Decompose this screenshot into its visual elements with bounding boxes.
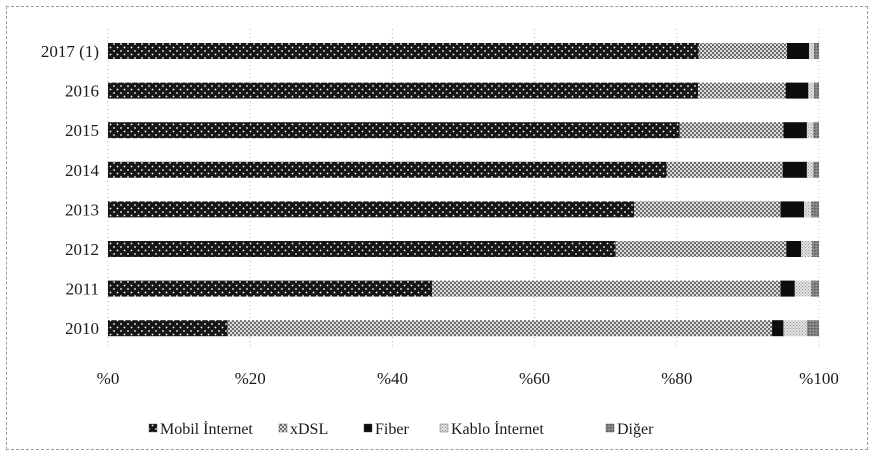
bar-2017-1-diger (814, 43, 819, 59)
legend-swatch-diger (606, 424, 614, 432)
bar-2015-xdsl (680, 122, 784, 138)
bar-2016-xdsl (698, 83, 785, 99)
bar-2014-kablo-internet (807, 162, 813, 178)
bar-2013-diger (811, 201, 819, 217)
category-label-2012: 2012 (65, 240, 99, 259)
legend-label-kablo-internet: Kablo İnternet (451, 420, 544, 438)
bar-2011-xdsl (432, 281, 780, 297)
legend-swatch-mobil-internet (149, 424, 157, 432)
bar-2013-kablo-internet (804, 201, 811, 217)
bar-2016-diger (814, 83, 819, 99)
category-label-2010: 2010 (65, 319, 99, 338)
bar-2017-1-xdsl (699, 43, 787, 59)
bar-2017-1-kablo-internet (809, 43, 814, 59)
category-label-2011: 2011 (66, 280, 99, 299)
legend-label-diger: Diğer (617, 421, 654, 438)
bar-2011-diger (811, 281, 819, 297)
bar-2010-kablo-internet (783, 320, 806, 336)
legend-label-fiber: Fiber (375, 421, 409, 438)
bar-2012-diger (812, 241, 819, 257)
bar-2015-kablo-internet (807, 122, 813, 138)
category-labels: 2017 (1) 2016 2015 2014 2013 2012 2011 2010 (41, 42, 100, 338)
legend-swatch-kablo-internet (440, 424, 448, 432)
category-label-2017-1: 2017 (1) (41, 42, 99, 61)
bar-2014-xdsl (667, 162, 783, 178)
bars-layer (108, 43, 819, 336)
category-label-2013: 2013 (65, 200, 99, 219)
bar-2010-xdsl (227, 320, 772, 336)
x-axis-ticks: %0 %20 %40 %60 %80 %100 (97, 369, 839, 388)
bar-2016-kablo-internet (808, 83, 814, 99)
bar-2013-mobil-internet (108, 201, 634, 217)
x-tick-40: %40 (377, 369, 408, 388)
bar-2016-fiber (786, 83, 809, 99)
grid-layer (108, 29, 819, 347)
bar-2014-fiber (783, 162, 807, 178)
x-tick-60: %60 (519, 369, 550, 388)
legend-label-xdsl: xDSL (290, 421, 328, 438)
bar-2012-fiber (786, 241, 801, 257)
category-label-2016: 2016 (65, 82, 99, 101)
bar-2017-1-mobil-internet (108, 43, 699, 59)
bar-2017-1-fiber (787, 43, 809, 59)
bar-2010-mobil-internet (108, 320, 227, 336)
bar-2011-mobil-internet (108, 281, 432, 297)
bar-2011-kablo-internet (795, 281, 811, 297)
legend-swatch-xdsl (279, 424, 287, 432)
stacked-bar-chart: 2017 (1) 2016 2015 2014 2013 2012 2011 2010 %0%… (7, 7, 869, 451)
legend-swatch-fiber (364, 424, 372, 432)
category-label-2015: 2015 (65, 121, 99, 140)
bar-2010-diger (807, 320, 819, 336)
legend: Mobil İnternet xDSL Fiber Kablo İnternet Diğ… (149, 420, 654, 438)
bar-2010-fiber (772, 320, 783, 336)
bar-2014-diger (813, 162, 819, 178)
x-tick-80: %80 (661, 369, 692, 388)
category-label-2014: 2014 (65, 161, 100, 180)
bar-2012-kablo-internet (801, 241, 812, 257)
bar-2013-fiber (781, 201, 804, 217)
x-tick-100: %100 (799, 369, 839, 388)
bar-2012-mobil-internet (108, 241, 616, 257)
bar-2015-mobil-internet (108, 122, 680, 138)
chart-frame: 2017 (1) 2016 2015 2014 2013 2012 2011 2010 %0%… (6, 6, 868, 450)
bar-2014-mobil-internet (108, 162, 667, 178)
bar-2016-mobil-internet (108, 83, 698, 99)
bar-2013-xdsl (634, 201, 780, 217)
x-tick-0: %0 (97, 369, 120, 388)
bar-2015-fiber (783, 122, 806, 138)
x-tick-20: %20 (235, 369, 266, 388)
bar-2015-diger (813, 122, 819, 138)
bar-2012-xdsl (616, 241, 787, 257)
bar-2011-fiber (781, 281, 795, 297)
legend-label-mobil-internet: Mobil İnternet (160, 420, 253, 438)
